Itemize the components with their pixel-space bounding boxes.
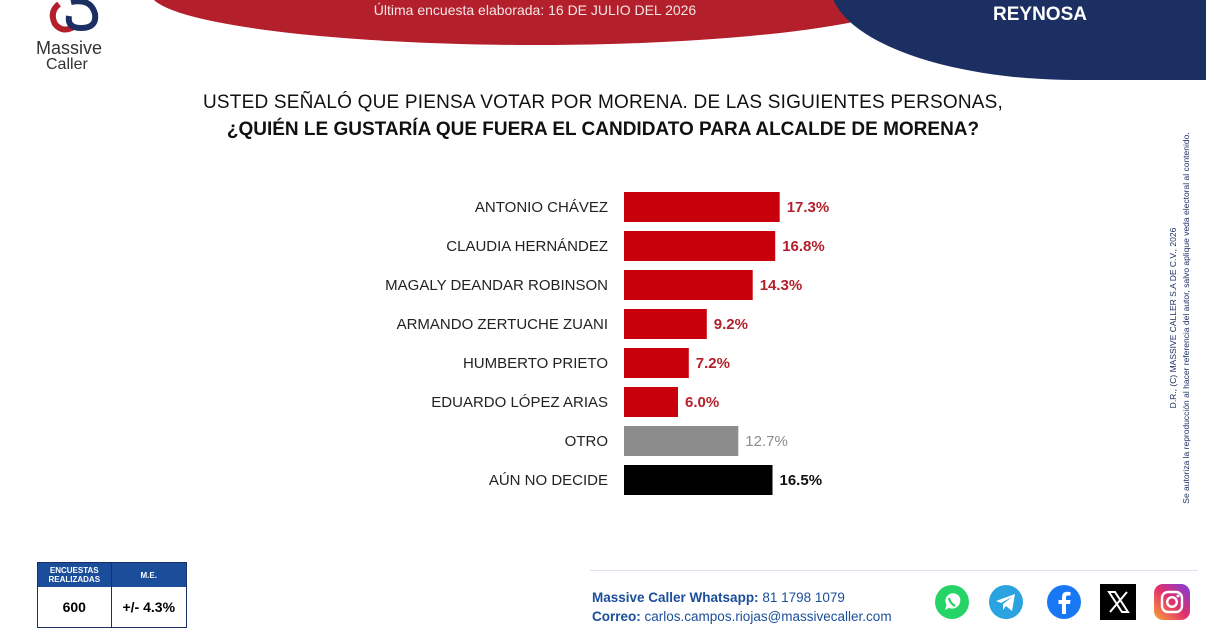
footer-divider: [590, 570, 1198, 571]
data-label: 16.5%: [780, 472, 823, 489]
bar: [624, 192, 780, 222]
category-label: MAGALY DEANDAR ROBINSON: [385, 277, 608, 294]
city-label: REYNOSA: [993, 4, 1087, 25]
whatsapp-label: Massive Caller Whatsapp:: [592, 590, 759, 605]
data-label: 12.7%: [745, 433, 788, 450]
bar: [624, 231, 776, 261]
bar: [624, 465, 773, 495]
data-label: 9.2%: [714, 316, 748, 333]
copyright-note: D.R., (C) MASSIVE CALLER S.A DE C.V., 20…: [1160, 95, 1200, 545]
data-label: 14.3%: [760, 277, 803, 294]
contact-info: Massive Caller Whatsapp: 81 1798 1079 Co…: [592, 588, 892, 626]
top-banner: Última encuesta elaborada: 16 DE JULIO D…: [150, 0, 920, 45]
x-icon[interactable]: [1099, 583, 1137, 621]
data-label: 16.8%: [782, 238, 825, 255]
question-line-1: USTED SEÑALÓ QUE PIENSA VOTAR POR MORENA…: [202, 92, 1004, 113]
data-label: 7.2%: [696, 355, 730, 372]
stats-value-surveys: 600: [38, 587, 112, 627]
category-label: CLAUDIA HERNÁNDEZ: [446, 238, 608, 255]
bar: [624, 309, 707, 339]
category-label: AÚN NO DECIDE: [489, 472, 608, 489]
instagram-icon[interactable]: [1153, 583, 1191, 621]
stats-header-margin: M.E.: [140, 570, 157, 580]
logo-text-massive: Massive: [36, 38, 103, 58]
category-label: ARMANDO ZERTUCHE ZUANI: [397, 316, 608, 333]
stats-header-surveys: ENCUESTAS REALIZADAS: [38, 563, 112, 587]
bar: [624, 426, 739, 456]
email-address[interactable]: carlos.campos.riojas@massivecaller.com: [644, 609, 892, 624]
bar: [624, 348, 689, 378]
question-title: USTED SEÑALÓ QUE PIENSA VOTAR POR MORENA…: [0, 92, 1206, 141]
data-label: 6.0%: [685, 394, 719, 411]
data-label: 17.3%: [787, 199, 830, 216]
copyright-line-2: Se autoriza la reproducción al hacer ref…: [1181, 132, 1191, 504]
email-label: Correo:: [592, 609, 641, 624]
massive-caller-logo: Massive Caller: [30, 0, 120, 80]
bar: [624, 270, 753, 300]
stats-table: ENCUESTAS REALIZADAS M.E. 600 +/- 4.3%: [37, 562, 187, 628]
whatsapp-icon[interactable]: [933, 583, 971, 621]
facebook-icon[interactable]: [1045, 583, 1083, 621]
logo-text-caller: Caller: [46, 56, 88, 73]
copyright-line-1: D.R., (C) MASSIVE CALLER S.A DE C.V., 20…: [1168, 227, 1178, 409]
question-line-2: ¿QUIÉN LE GUSTARÍA QUE FUERA EL CANDIDAT…: [226, 119, 980, 140]
category-label: ANTONIO CHÁVEZ: [475, 199, 608, 216]
survey-date: Última encuesta elaborada: 16 DE JULIO D…: [373, 2, 697, 18]
bar: [624, 387, 678, 417]
stats-value-margin: +/- 4.3%: [122, 599, 176, 615]
logo-mark-icon: [49, 0, 99, 33]
category-label: EDUARDO LÓPEZ ARIAS: [431, 394, 608, 411]
category-label: OTRO: [565, 433, 608, 450]
telegram-icon[interactable]: [987, 583, 1025, 621]
category-label: HUMBERTO PRIETO: [463, 355, 608, 372]
city-banner: REYNOSA: [830, 0, 1206, 80]
whatsapp-number[interactable]: 81 1798 1079: [762, 590, 845, 605]
bar-chart: ANTONIO CHÁVEZ 17.3% CLAUDIA HERNÁNDEZ 16.8…: [385, 192, 830, 495]
